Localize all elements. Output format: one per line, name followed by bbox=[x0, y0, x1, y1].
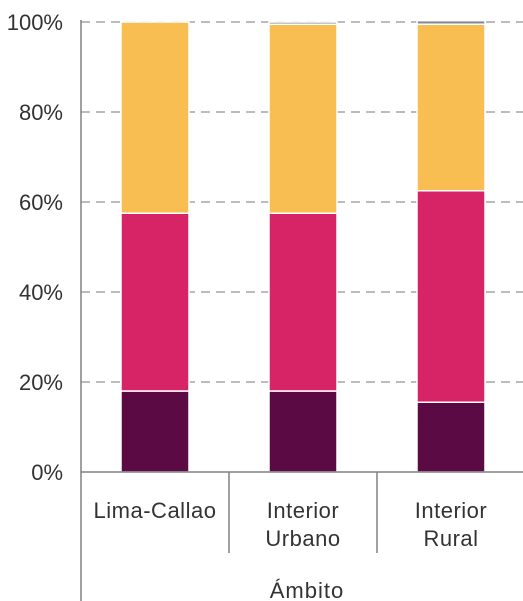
x-category-label: Interior Urbano bbox=[265, 498, 340, 551]
bar-stack-2 bbox=[416, 19, 486, 473]
bar-segment-s2-c2 bbox=[416, 23, 486, 192]
y-tick-label: 80% bbox=[19, 100, 63, 125]
bar-stack-0 bbox=[120, 21, 190, 473]
bar-segment-s1-c2 bbox=[416, 190, 486, 403]
y-tick-label: 60% bbox=[19, 190, 63, 215]
bar-segment-s1-c0 bbox=[120, 212, 190, 392]
bar-stacks bbox=[120, 19, 486, 473]
bar-segment-s0-c1 bbox=[268, 390, 338, 473]
axes bbox=[80, 20, 523, 601]
bar-segment-s2-c1 bbox=[268, 23, 338, 214]
y-tick-label: 100% bbox=[7, 10, 63, 35]
x-axis-title: Ámbito bbox=[270, 578, 344, 601]
y-tick-labels: 0% 20% 40% 60% 80% 100% bbox=[7, 10, 63, 485]
bar-segment-s0-c2 bbox=[416, 401, 486, 473]
y-tick-label: 40% bbox=[19, 280, 63, 305]
bar-segment-s0-c0 bbox=[120, 390, 190, 473]
x-category-labels: Lima-Callao Interior Urbano Interior Rural bbox=[94, 498, 487, 551]
x-category-label: Interior Rural bbox=[415, 498, 487, 551]
x-category-label: Lima-Callao bbox=[94, 498, 217, 523]
bar-segment-s3-c2 bbox=[416, 19, 486, 25]
bar-segment-s1-c1 bbox=[268, 212, 338, 392]
y-tick-label: 20% bbox=[19, 370, 63, 395]
bar-stack-1 bbox=[268, 21, 338, 473]
bar-segment-s2-c0 bbox=[120, 21, 190, 214]
bar-segment-s3-c1 bbox=[268, 21, 338, 25]
y-tick-label: 0% bbox=[31, 460, 63, 485]
